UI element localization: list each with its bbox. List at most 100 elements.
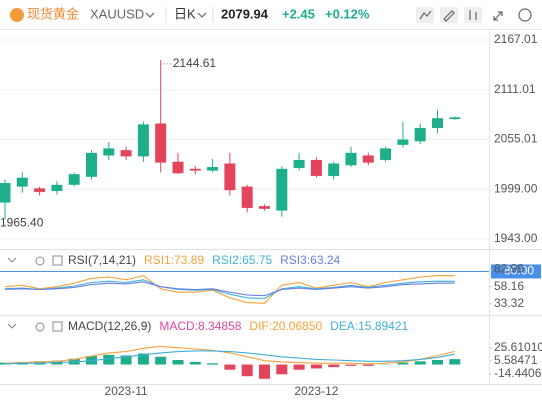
macd-bar (207, 363, 219, 365)
y-tick-label: 25.61010 (494, 340, 542, 354)
top-bar: 现货黄金 XAUUSD 日K 2079.94 +2.45 +0.12% (0, 6, 542, 30)
collapse-icon[interactable] (7, 323, 17, 329)
y-tick-label: 1999.00 (494, 181, 538, 195)
settings-icon[interactable] (35, 322, 45, 332)
reference-label: 80.00 (504, 264, 534, 278)
change: +2.45 (282, 6, 315, 21)
candle-body (224, 163, 236, 191)
candle-body (172, 161, 184, 174)
y-tick-label: -14.44068 (494, 366, 542, 380)
x-tick-label: 2023-12 (294, 384, 338, 398)
candle-body (432, 118, 443, 128)
candle-body (328, 163, 340, 176)
symbol[interactable]: XAUUSD (90, 6, 144, 21)
legend-entry: RSI3:63.24 (280, 253, 340, 267)
change-percent: +0.12% (325, 6, 370, 21)
candle-body (120, 150, 132, 157)
indicator-line (4, 350, 455, 365)
candle-body (259, 206, 270, 209)
settings-icon[interactable] (518, 8, 532, 22)
max-annotation: 2144.61 (173, 56, 217, 70)
x-tick-label: 2023-11 (105, 384, 148, 398)
macd-bar (241, 364, 253, 377)
price: 2079.94 (221, 6, 269, 21)
y-tick-label: 2111.01 (494, 82, 536, 96)
macd-bar (362, 364, 374, 366)
legend-entry: DEA:15.89421 (330, 319, 408, 333)
macd-bar (449, 359, 461, 365)
macd-bar (414, 361, 426, 365)
logo (10, 8, 24, 22)
candle-body (137, 124, 149, 157)
macd-bar (310, 364, 322, 369)
draw-icon (443, 10, 455, 22)
macd-bar (276, 364, 288, 375)
y-tick-label: 1943.00 (494, 231, 538, 245)
legend-entry: RSI1:73.89 (144, 253, 204, 267)
dropdown-caret[interactable] (197, 12, 207, 18)
candle-body (16, 177, 28, 187)
instrument-name[interactable]: 现货黄金 (27, 6, 79, 21)
panel-title: RSI(7,14,21) (68, 253, 136, 267)
candle-body (293, 159, 305, 168)
candle-body (207, 167, 219, 171)
legend-entry: MACD:8.34858 (159, 319, 241, 333)
settings-icon[interactable] (35, 256, 45, 266)
indicator-icon (419, 10, 432, 20)
indicator-line (4, 345, 455, 365)
period[interactable]: 日K (174, 6, 196, 21)
indicator-line (4, 279, 455, 300)
legend-entry: DIF:20.06850 (249, 319, 322, 333)
collapse-icon[interactable] (7, 257, 17, 263)
candle-body (68, 174, 80, 185)
expand-icon[interactable] (52, 255, 63, 266)
fullscreen-icon[interactable] (493, 11, 503, 21)
macd-bar (120, 355, 132, 365)
expand-icon[interactable] (52, 321, 63, 332)
dropdown-caret[interactable] (145, 12, 155, 18)
candle-body (310, 159, 322, 176)
macd-bar (259, 364, 270, 379)
candle-body (414, 127, 426, 142)
min-annotation: 1965.40 (0, 215, 44, 229)
candle-body (449, 117, 461, 120)
y-tick-label: 5.58471 (494, 353, 538, 367)
macd-bar (224, 364, 236, 370)
macd-bar (328, 364, 340, 368)
y-tick-label: 2055.01 (494, 132, 538, 146)
candle-body (103, 148, 115, 156)
panel-title: MACD(12,26,9) (68, 319, 151, 333)
reference-label-box (491, 264, 541, 279)
candle-body (241, 186, 253, 208)
candle-body (0, 183, 11, 203)
indicator-line (4, 281, 455, 297)
rsi-header-icons (7, 255, 63, 332)
candle-body (86, 152, 97, 177)
candle-body (380, 148, 392, 160)
candle-body (189, 168, 201, 171)
candle-body (362, 155, 374, 163)
macd-bar (293, 364, 305, 370)
y-tick-label: 82.99 (494, 262, 524, 276)
chart-type-button[interactable] (464, 7, 482, 23)
legend-entry: RSI2:65.75 (212, 253, 272, 267)
y-tick-label: 33.32 (494, 296, 524, 310)
macd-bar (103, 354, 115, 365)
macd-bar (172, 360, 184, 365)
indicator-button[interactable] (416, 7, 434, 23)
candle-body (397, 139, 409, 145)
candle-body (276, 168, 288, 211)
indicator-line (4, 275, 455, 304)
candle-body (34, 188, 46, 192)
macd-bar (189, 361, 201, 365)
candle-body (155, 123, 167, 163)
macd-bar (345, 364, 357, 366)
candle-body (345, 152, 357, 166)
macd-bar (155, 356, 167, 365)
draw-button[interactable] (440, 7, 458, 23)
macd-bar (397, 362, 409, 365)
macd-bar (432, 360, 443, 365)
